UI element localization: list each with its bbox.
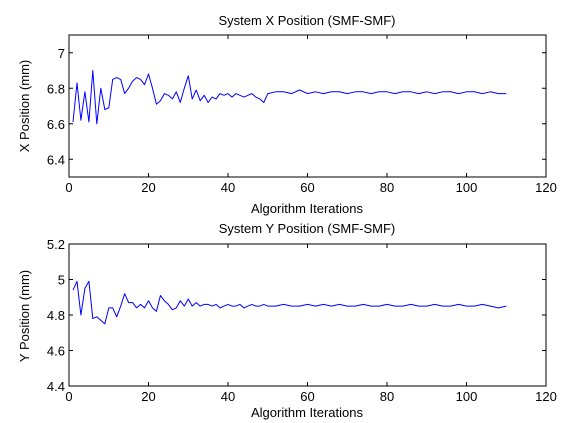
y-axis-label: X Position (mm)	[17, 60, 32, 152]
y-axis-label: Y Position (mm)	[17, 270, 32, 362]
y-tick-label: 7	[58, 46, 65, 61]
subplot-y-position: System Y Position (SMF-SMF) 0 20 40 60 80 100…	[17, 221, 557, 420]
y-tick-label: 4.4	[47, 379, 65, 394]
plot-area	[68, 243, 547, 387]
x-tick-label: 80	[380, 389, 394, 404]
x-tick-label: 60	[300, 389, 314, 404]
subplot-x-position: System X Position (SMF-SMF) 0 20 40 60 80 100…	[17, 13, 557, 216]
y-tick-label: 4.8	[47, 308, 65, 323]
x-tick-label: 0	[65, 180, 72, 195]
axis-ticks: 0 20 40 60 80 100 120 6.4 6.6 6.8 7	[47, 35, 557, 195]
series-line	[72, 280, 507, 325]
x-tick-label: 40	[221, 389, 235, 404]
y-tick-label: 6.4	[47, 152, 65, 167]
data-line-group	[72, 280, 507, 325]
x-tick-label: 20	[141, 180, 155, 195]
chart-title: System X Position (SMF-SMF)	[219, 13, 396, 28]
x-tick-label: 100	[456, 180, 478, 195]
x-tick-label: 120	[535, 180, 557, 195]
y-tick-label: 4.6	[47, 344, 65, 359]
y-tick-label: 5.2	[47, 237, 65, 252]
x-tick-label: 60	[300, 180, 314, 195]
plot-area	[68, 34, 547, 178]
x-tick-label: 40	[221, 180, 235, 195]
x-axis-label: Algorithm Iterations	[251, 405, 363, 420]
data-line-group	[72, 70, 507, 125]
chart-title: System Y Position (SMF-SMF)	[219, 221, 396, 236]
y-tick-label: 6.6	[47, 117, 65, 132]
y-tick-label: 6.8	[47, 81, 65, 96]
x-tick-label: 0	[65, 389, 72, 404]
series-line	[72, 70, 507, 125]
axis-ticks: 0 20 40 60 80 100 120 4.4 4.6 4.8 5 5.2	[47, 237, 557, 404]
x-tick-label: 120	[535, 389, 557, 404]
x-axis-label: Algorithm Iterations	[251, 201, 363, 216]
x-tick-label: 20	[141, 389, 155, 404]
x-tick-label: 100	[456, 389, 478, 404]
y-tick-label: 5	[58, 273, 65, 288]
x-tick-label: 80	[380, 180, 394, 195]
